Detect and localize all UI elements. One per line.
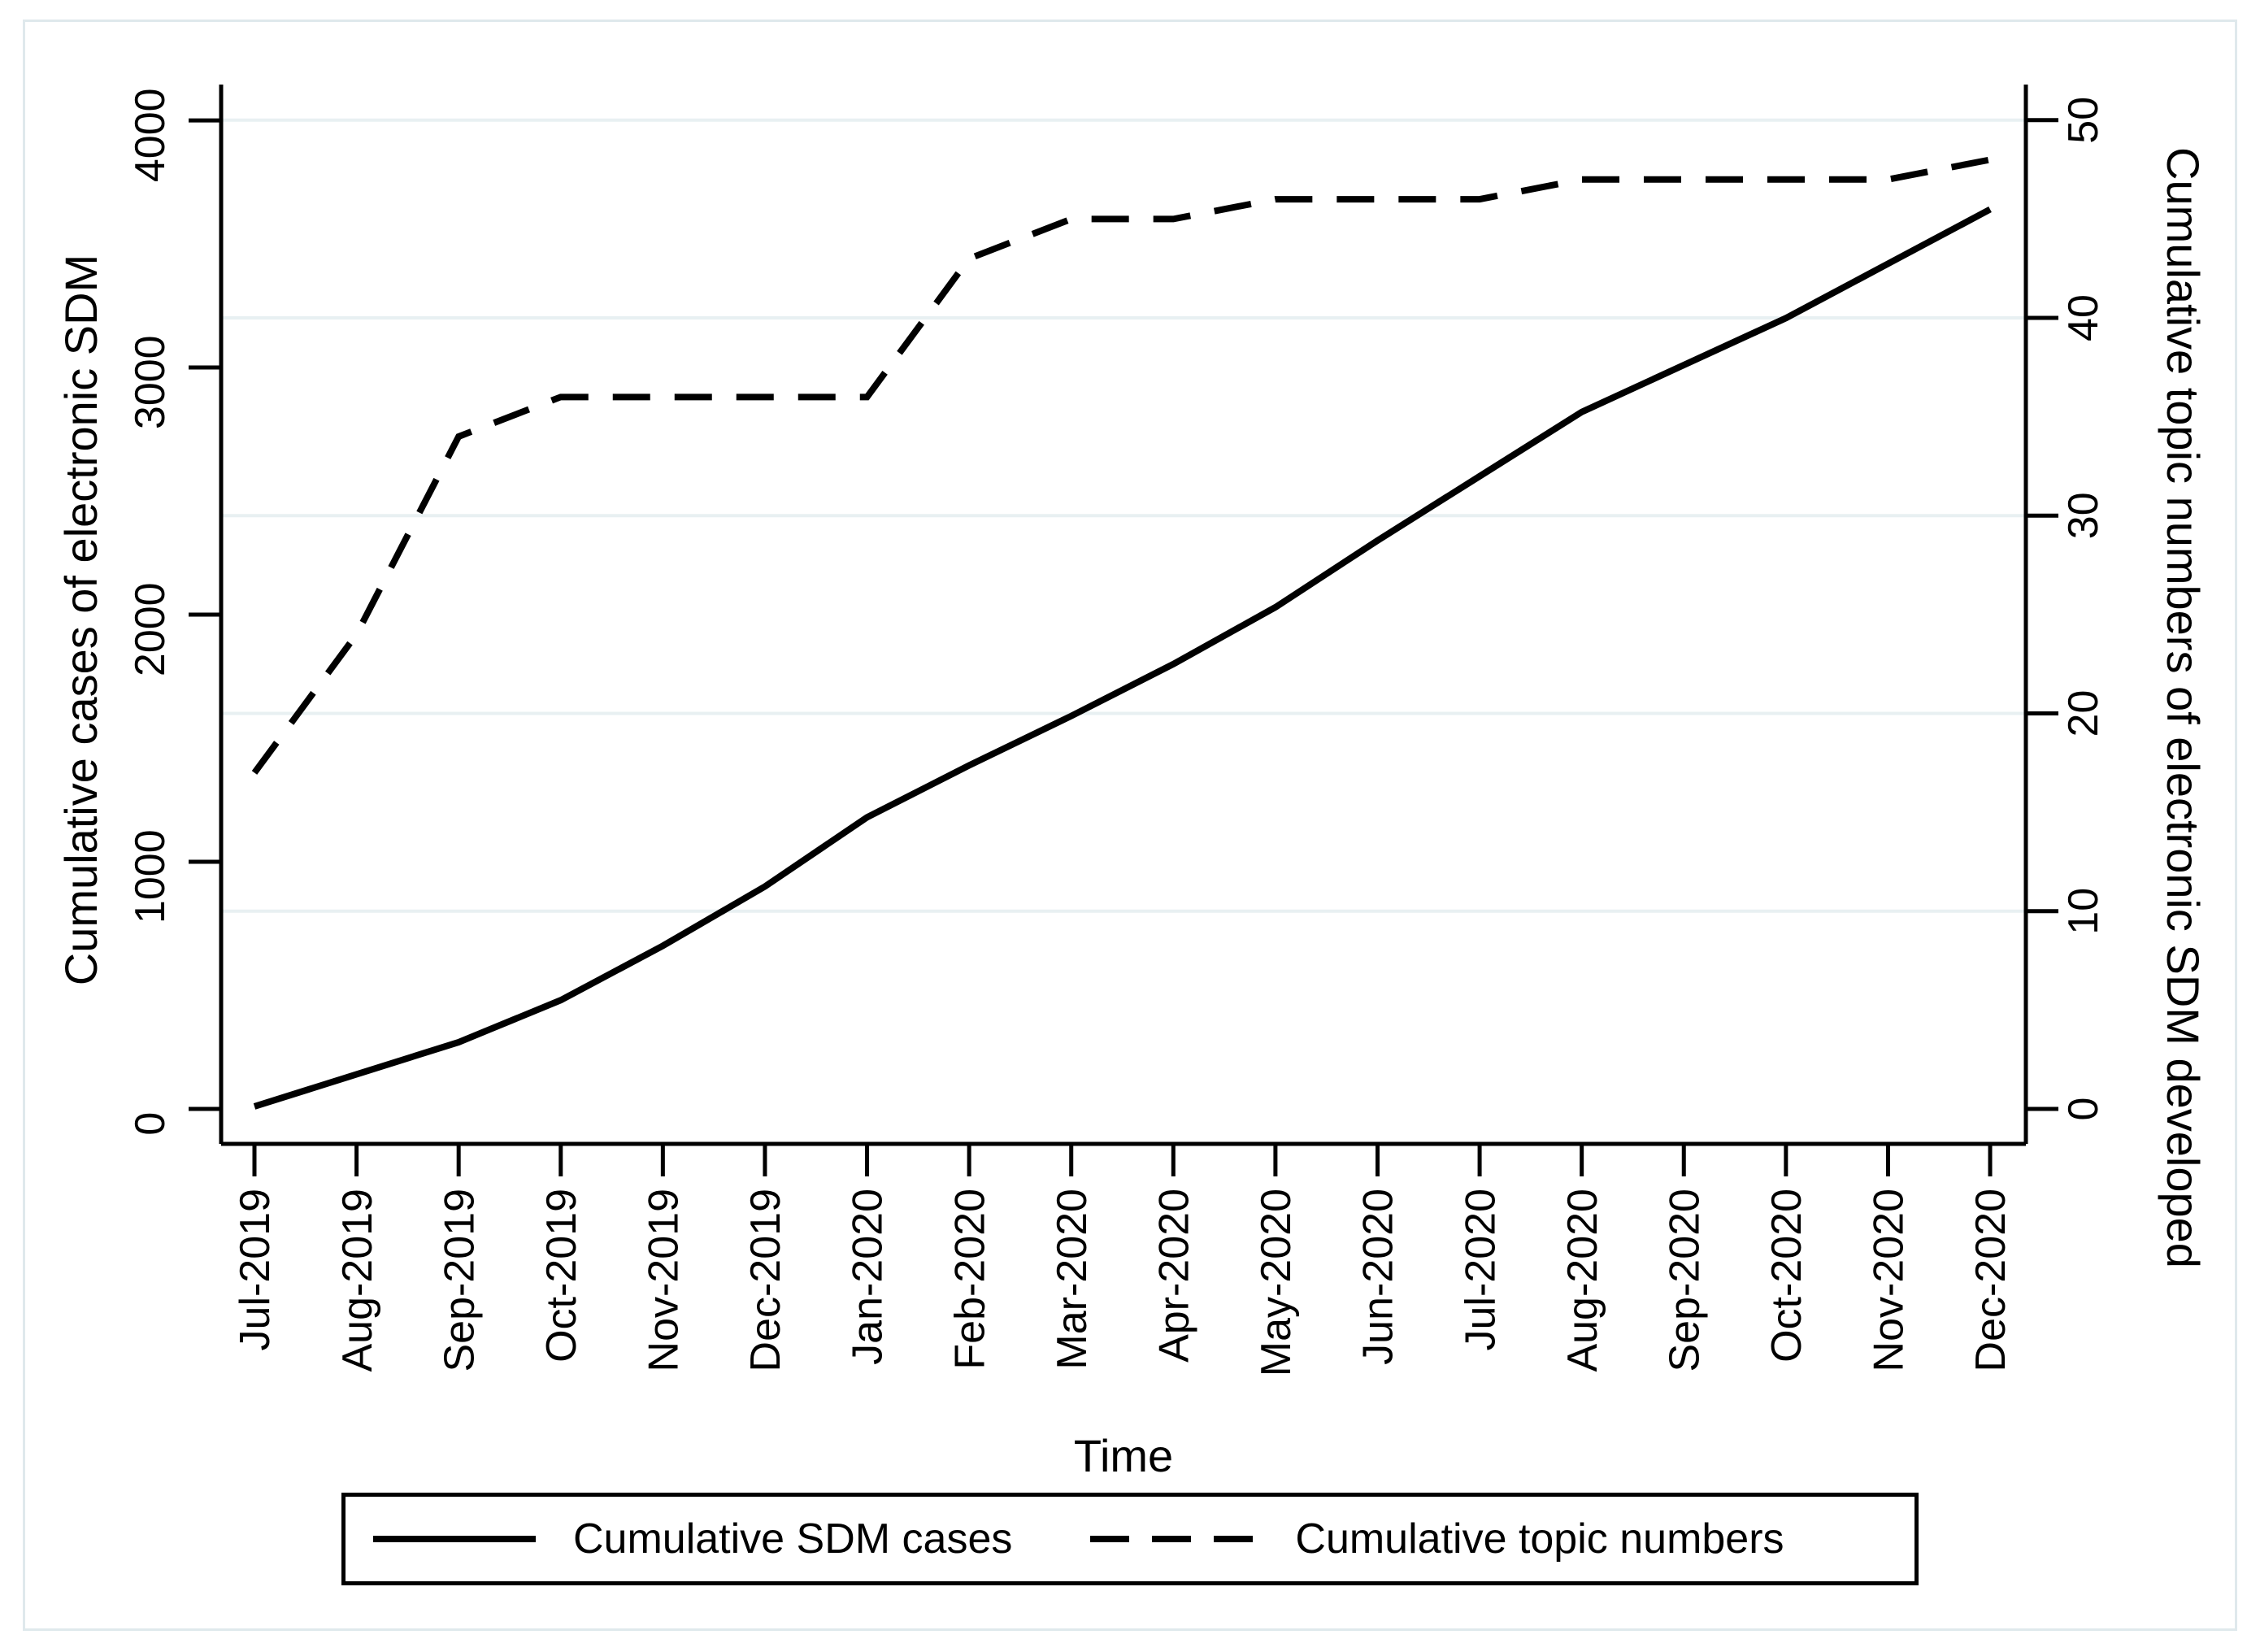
x-tick-label-Dec-2019: Dec-2019	[742, 1189, 789, 1372]
x-tick-label-May-2020: May-2020	[1253, 1189, 1300, 1376]
x-tick-label-Jan-2020: Jan-2020	[845, 1189, 892, 1365]
x-tick-label-Oct-2020: Oct-2020	[1763, 1189, 1810, 1363]
x-tick-label-Nov-2020: Nov-2020	[1866, 1189, 1913, 1372]
left-axis-title: Cumulative cases of electronic SDM	[55, 254, 107, 985]
x-axis-title: Time	[1073, 1430, 1174, 1481]
x-tick-label-Jul-2020: Jul-2020	[1457, 1189, 1504, 1350]
x-tick-label-Oct-2019: Oct-2019	[538, 1189, 585, 1363]
series-topic-numbers	[251, 156, 1991, 775]
x-tick-label-Nov-2019: Nov-2019	[641, 1189, 688, 1372]
legend-label-topic-numbers: Cumulative topic numbers	[1295, 1515, 1784, 1563]
left-tick-label-1000: 1000	[127, 829, 174, 924]
legend-label-sdm-cases: Cumulative SDM cases	[573, 1515, 1013, 1563]
x-tick-label-Aug-2020: Aug-2020	[1559, 1189, 1606, 1372]
right-tick-label-50: 50	[2060, 97, 2107, 144]
right-axis-title: Cumulative topic numbers of electronic S…	[2157, 146, 2209, 1268]
left-tick-label-4000: 4000	[127, 88, 174, 182]
right-tick-label-0: 0	[2060, 1098, 2107, 1121]
right-tick-label-40: 40	[2060, 294, 2107, 341]
legend-solid-line-sample	[373, 1536, 536, 1542]
x-tick-label-Sep-2019: Sep-2019	[436, 1189, 483, 1372]
left-axis-title-box: Cumulative cases of electronic SDM	[0, 254, 650, 985]
x-tick-label-Feb-2020: Feb-2020	[946, 1189, 993, 1370]
right-tick-label-10: 10	[2060, 888, 2107, 935]
x-tick-label-Aug-2019: Aug-2019	[334, 1189, 381, 1372]
x-tick-label-Jul-2019: Jul-2019	[232, 1189, 279, 1350]
legend-dashed-line-sample	[1090, 1536, 1258, 1542]
right-axis-title-box: Cumulative topic numbers of electronic S…	[1614, 147, 2260, 1268]
x-tick-label-Jun-2020: Jun-2020	[1355, 1189, 1402, 1365]
x-tick-label-Apr-2020: Apr-2020	[1151, 1189, 1198, 1363]
x-tick-label-Dec-2020: Dec-2020	[1967, 1189, 2014, 1372]
x-tick-label-Mar-2020: Mar-2020	[1049, 1189, 1096, 1370]
left-tick-label-2000: 2000	[127, 582, 174, 676]
left-tick-label-0: 0	[127, 1112, 174, 1136]
legend: Cumulative SDM cases Cumulative topic nu…	[341, 1493, 1919, 1585]
right-tick-label-20: 20	[2060, 690, 2107, 737]
x-tick-label-Sep-2020: Sep-2020	[1661, 1189, 1708, 1372]
left-tick-label-3000: 3000	[127, 335, 174, 429]
right-tick-label-30: 30	[2060, 492, 2107, 539]
series-sdm-cases	[253, 206, 1992, 1110]
